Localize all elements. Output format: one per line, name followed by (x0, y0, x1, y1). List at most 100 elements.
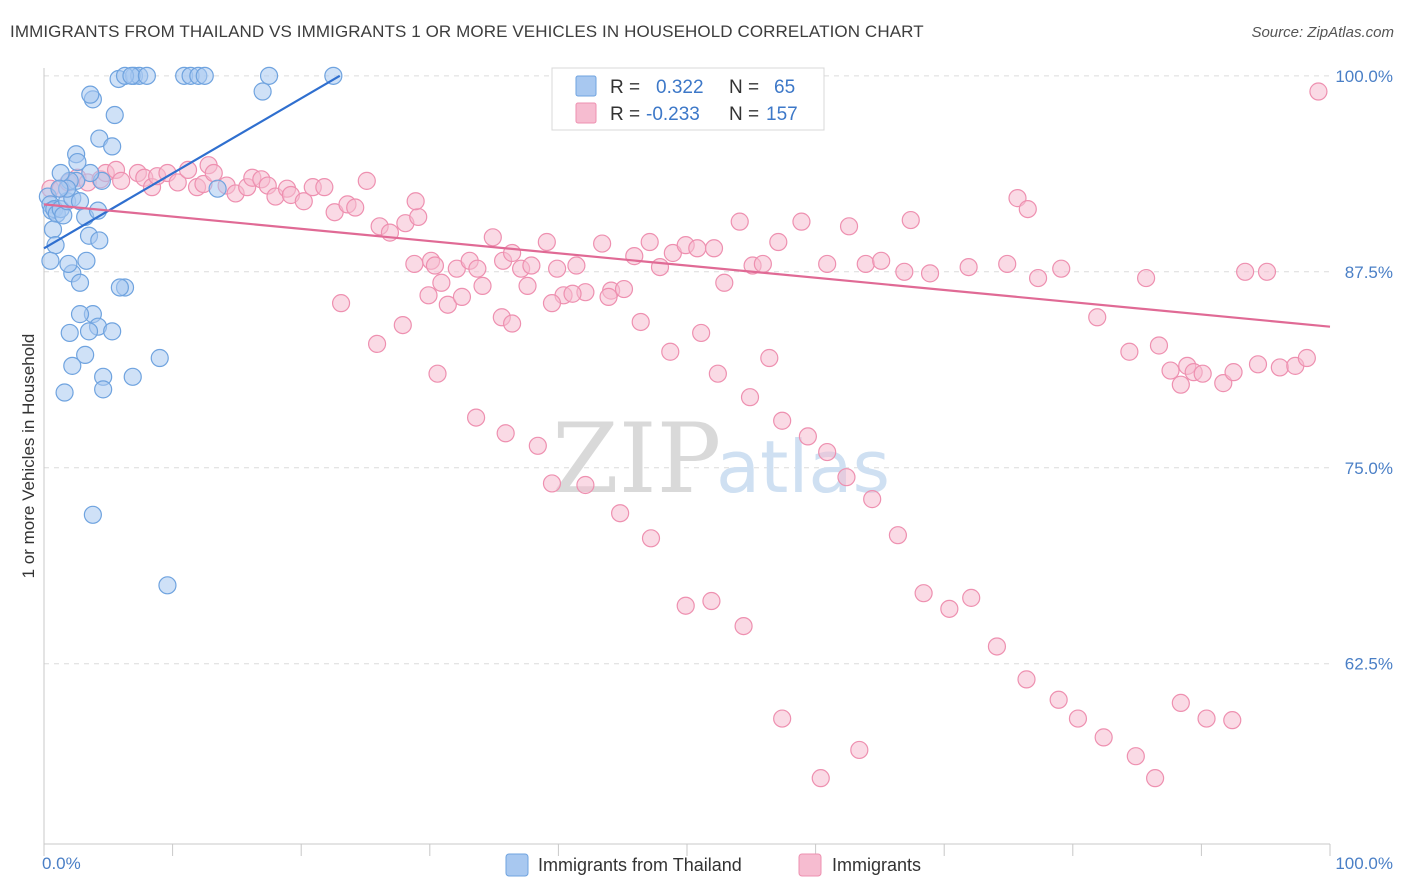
thailand-point-7 (41, 251, 60, 270)
immigrants-point-106 (438, 295, 457, 314)
immigrants-point-96 (1224, 363, 1243, 382)
immigrants-point-72 (792, 212, 811, 231)
thailand-point-23 (90, 231, 109, 250)
thailand-point-42 (55, 383, 74, 402)
immigrants-point-149 (611, 504, 630, 523)
thailand-point-35 (103, 322, 122, 341)
legend-r-label-blue: R = (610, 77, 640, 98)
thailand-point-36 (76, 345, 95, 364)
immigrants-point-123 (818, 442, 837, 462)
thailand-point-40 (123, 367, 142, 386)
immigrants-point-8 (112, 171, 131, 190)
thailand-point-39 (150, 348, 169, 368)
thailand-point-63 (324, 66, 343, 85)
immigrants-point-152 (702, 591, 721, 611)
immigrants-point-74 (839, 217, 859, 236)
immigrants-point-19 (204, 163, 223, 183)
x-tick-marks (43, 844, 1331, 856)
immigrants-point-47 (483, 228, 502, 247)
immigrants-point-145 (496, 424, 515, 443)
immigrants-point-100 (1270, 358, 1289, 377)
trend-line-blue (43, 74, 341, 250)
immigrants-point-130 (987, 637, 1007, 656)
legend-r-label-pink: R = (610, 104, 640, 125)
series-immigrants-from-thailand (38, 66, 343, 595)
thailand-point-43 (83, 505, 102, 524)
immigrants-point-73 (818, 254, 837, 274)
immigrants-point-40 (406, 192, 425, 211)
thailand-point-20 (51, 163, 70, 183)
immigrants-point-125 (863, 490, 882, 509)
thailand-point-56 (122, 66, 141, 85)
immigrants-point-144 (466, 408, 486, 427)
thailand-point-5 (43, 220, 63, 239)
immigrants-point-94 (1193, 364, 1212, 383)
immigrants-point-110 (503, 314, 522, 333)
immigrants-point-137 (1171, 693, 1190, 713)
immigrants-point-153 (734, 616, 753, 636)
immigrants-point-146 (528, 436, 547, 455)
immigrants-point-79 (920, 264, 940, 283)
immigrants-point-114 (599, 287, 618, 306)
immigrants-point-148 (576, 475, 595, 495)
immigrants-point-150 (641, 529, 661, 548)
thailand-point-57 (137, 66, 156, 85)
legend-box (551, 67, 825, 131)
immigrants-point-51 (522, 256, 541, 275)
thailand-point-65 (208, 179, 227, 198)
legend-swatch-pink (575, 102, 597, 124)
immigrants-point-117 (692, 323, 711, 343)
immigrants-point-83 (1018, 199, 1037, 219)
bottom-legend-swatch-pink (798, 853, 822, 877)
immigrants-point-71 (769, 232, 788, 252)
immigrants-point-124 (837, 468, 856, 487)
thailand-point-62 (259, 66, 279, 85)
legend: R = 0.322 N = 65 R = -0.233 N = 157 (551, 67, 825, 131)
immigrants-point-121 (773, 411, 792, 430)
immigrants-point-135 (1126, 747, 1145, 766)
bottom-legend: Immigrants from Thailand Immigrants (505, 853, 921, 877)
trend-lines (43, 74, 1331, 328)
thailand-point-48 (68, 152, 87, 172)
legend-r-value-blue: 0.322 (656, 77, 704, 98)
immigrants-point-77 (895, 262, 914, 281)
immigrants-point-111 (518, 276, 537, 296)
immigrants-point-133 (1068, 709, 1088, 728)
immigrants-point-89 (1149, 336, 1169, 355)
y-tick-label-2: 75.0% (1345, 459, 1393, 478)
series-immigrants (41, 82, 1328, 788)
thailand-point-24 (77, 251, 96, 270)
immigrants-point-35 (357, 171, 376, 190)
immigrants-point-138 (1197, 709, 1216, 728)
immigrants-point-49 (503, 243, 522, 263)
x-tick-label-min: 0.0% (42, 854, 81, 873)
thailand-point-26 (70, 273, 90, 292)
immigrants-point-42 (432, 273, 451, 292)
immigrants-point-70 (753, 254, 772, 274)
thailand-point-61 (195, 66, 214, 85)
y-tick-labels: 100.0% 87.5% 75.0% 62.5% (1335, 67, 1393, 674)
thailand-point-16 (81, 163, 100, 183)
x-tick-label-max: 100.0% (1335, 854, 1393, 873)
immigrants-point-129 (962, 588, 981, 607)
immigrants-point-61 (640, 232, 659, 252)
thailand-point-44 (158, 576, 177, 595)
immigrants-point-76 (872, 251, 891, 270)
immigrants-point-103 (1309, 82, 1328, 101)
immigrants-point-131 (1017, 670, 1036, 689)
immigrants-point-108 (473, 276, 492, 296)
thailand-point-64 (253, 82, 272, 101)
immigrants-point-119 (740, 388, 760, 407)
immigrants-point-155 (811, 769, 830, 788)
immigrants-point-115 (631, 312, 650, 332)
y-tick-label-3: 62.5% (1345, 655, 1393, 674)
immigrants-point-132 (1049, 690, 1068, 709)
immigrants-point-81 (998, 254, 1017, 274)
immigrants-point-126 (888, 526, 908, 545)
immigrants-point-97 (1236, 262, 1255, 281)
immigrants-point-120 (760, 348, 779, 368)
thailand-point-27 (59, 254, 78, 274)
immigrants-point-88 (1137, 268, 1156, 288)
bottom-legend-label-thailand: Immigrants from Thailand (538, 855, 742, 875)
legend-n-value-blue: 65 (774, 77, 795, 98)
